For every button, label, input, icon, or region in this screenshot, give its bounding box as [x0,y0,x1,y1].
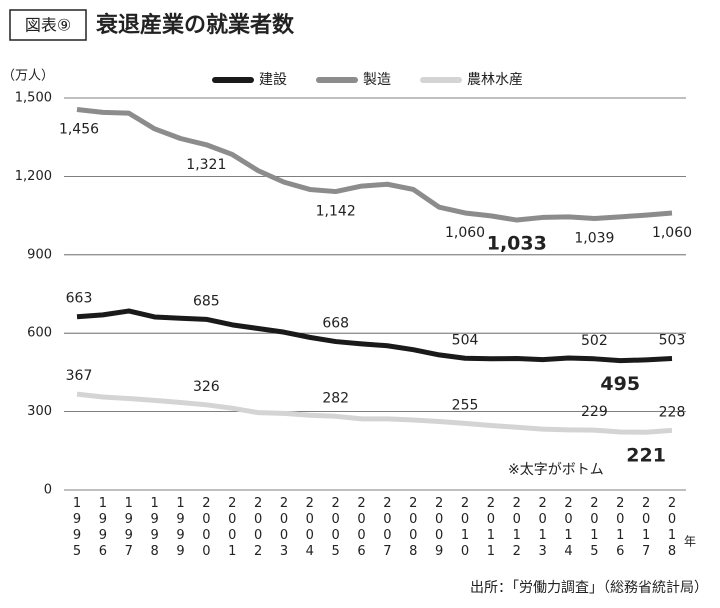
data-label: 326 [193,379,220,395]
data-label: 1,060 [652,225,692,241]
note: ※太字がボトム [508,462,604,478]
x-tick-label: 2015 [587,496,602,560]
data-label: 229 [581,404,608,420]
x-tick-label: 2003 [276,496,291,560]
data-label: 668 [322,316,349,332]
data-label: 1,321 [186,157,226,173]
data-label: 1,142 [316,204,356,220]
x-tick-label: 2018 [665,496,680,560]
x-tick-label: 2005 [328,496,343,560]
data-label: 504 [452,332,479,348]
legend-label: 製造 [363,72,391,88]
x-tick-label: 2008 [406,496,421,560]
chart-title: 衰退産業の就業者数 [95,12,295,38]
x-tick-label: 2001 [225,496,240,560]
data-label: 1,060 [445,225,485,241]
data-label: 282 [322,390,349,406]
x-unit: 年 [684,535,696,549]
y-unit: （万人） [2,69,54,84]
data-label: 367 [66,368,93,384]
legend-label: 建設 [259,72,287,88]
x-tick-label: 2011 [483,496,498,560]
series-line [76,391,673,435]
x-tick-label: 2007 [380,496,395,560]
x-tick-label: 2004 [302,496,317,560]
badge: 図表⑨ [25,16,71,35]
source: 出所：「労働力調査」（総務省統計局） [470,580,708,596]
badge-box [9,9,87,41]
legend-label: 農林水産 [467,72,523,88]
x-tick-label: 2013 [535,496,550,560]
data-label: 1,456 [59,121,99,137]
y-tick-label: 0 [44,483,52,498]
data-label: 503 [659,333,686,349]
x-tick-label: 1998 [147,496,162,560]
series-line [76,107,673,223]
x-tick-label: 2016 [613,496,628,560]
x-tick-label: 2002 [251,496,266,560]
data-label: 495 [600,373,640,395]
data-label: 663 [66,291,93,307]
x-tick-label: 1999 [173,496,188,560]
data-label: 502 [581,333,608,349]
x-tick-label: 1997 [121,496,136,560]
y-tick-label: 900 [27,247,52,262]
x-tick-label: 2017 [639,496,654,560]
data-label: 685 [193,293,220,309]
y-tick-label: 1,200 [15,169,52,184]
y-tick-label: 300 [27,404,52,419]
x-tick-label: 2014 [561,496,576,560]
x-tick-label: 1995 [70,496,85,560]
data-label: 228 [659,404,686,420]
data-label: 1,039 [574,230,614,246]
y-tick-label: 600 [27,326,52,341]
x-tick-label: 2012 [509,496,524,560]
x-tick-label: 2006 [354,496,369,560]
x-tick-label: 2009 [432,496,447,560]
x-tick-label: 2000 [199,496,214,560]
y-tick-label: 1,500 [15,91,52,106]
data-label: 1,033 [487,233,547,255]
x-tick-label: 1996 [95,496,110,560]
series-line [76,308,673,364]
data-label: 221 [626,445,666,467]
x-tick-label: 2010 [458,496,473,560]
data-label: 255 [452,397,479,413]
